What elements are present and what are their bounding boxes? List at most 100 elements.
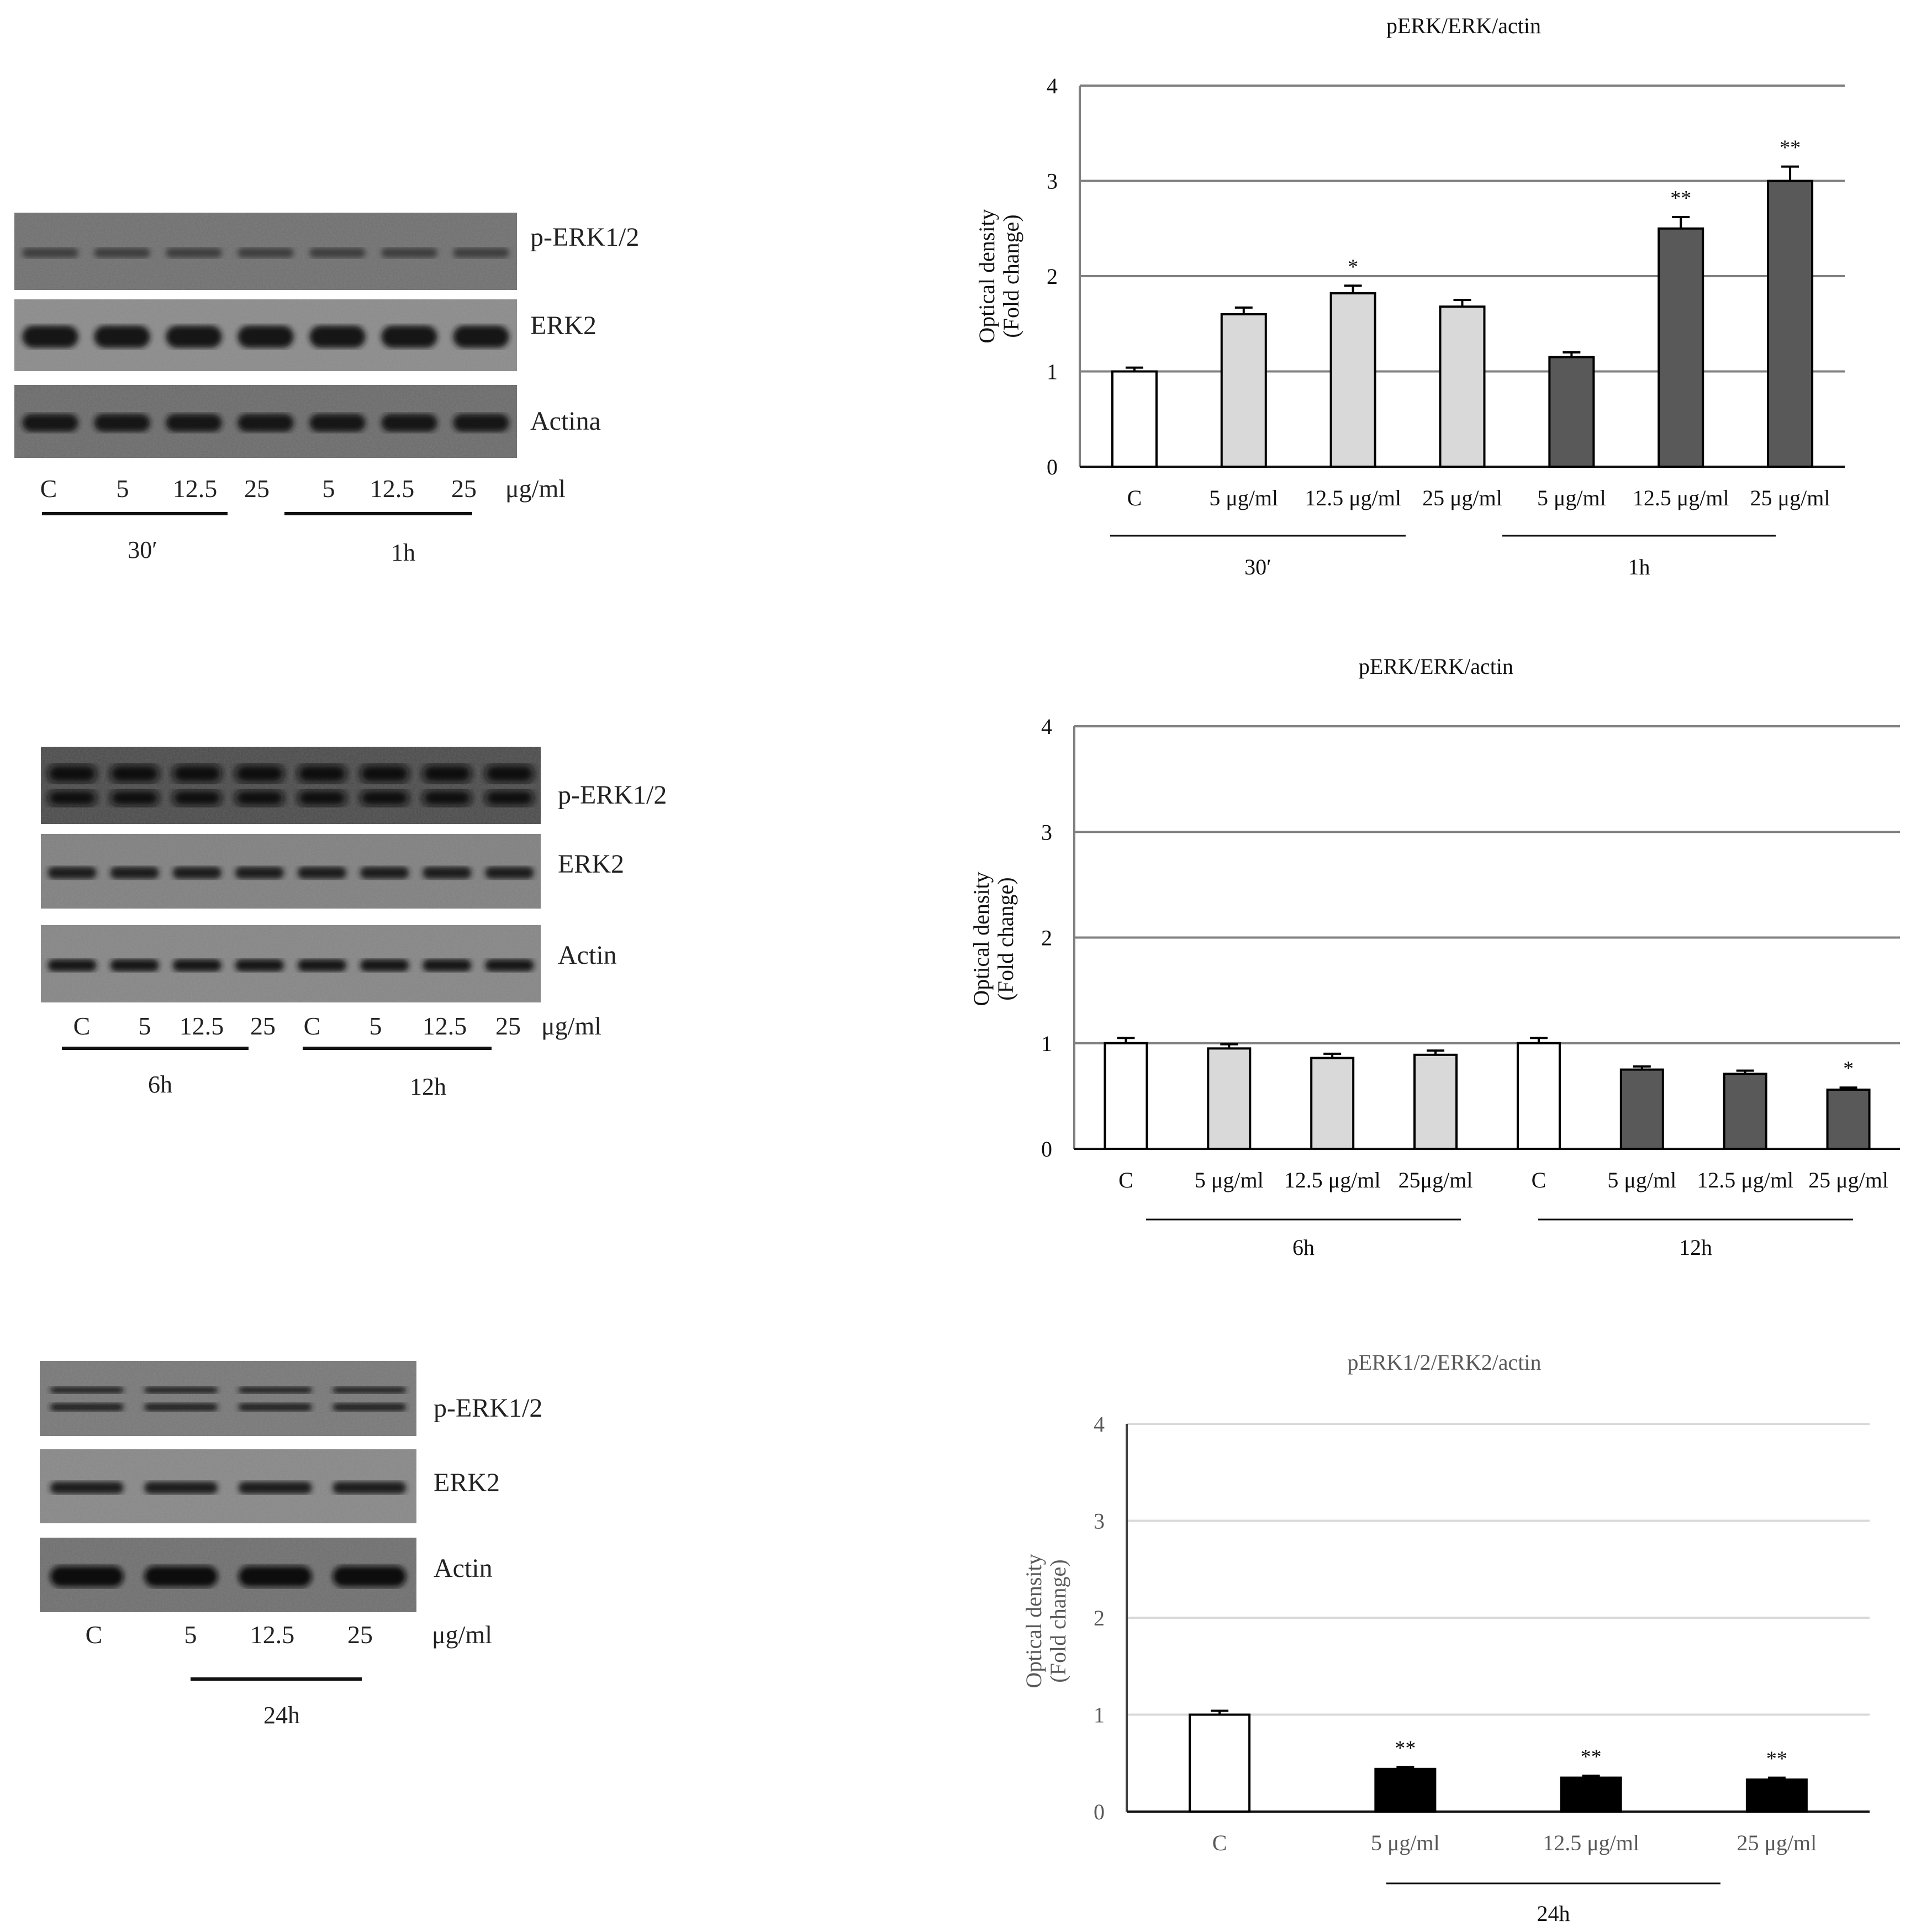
- blot-group-label: 24h: [263, 1702, 300, 1729]
- blot-group-label: 30′: [128, 536, 157, 563]
- blot-lane-label: C: [73, 1012, 91, 1040]
- blot-band: [309, 414, 366, 432]
- significance-marker: **: [1670, 187, 1691, 210]
- y-tick-label: 1: [1047, 360, 1058, 384]
- y-tick-label: 2: [1047, 264, 1058, 289]
- chart-title: pERK/ERK/actin: [1386, 13, 1541, 38]
- blot-band: [485, 959, 534, 972]
- blot-strip-grain: [41, 747, 541, 824]
- significance-marker: *: [1348, 255, 1358, 278]
- blot-band: [453, 325, 509, 348]
- blot-row-label: ERK2: [434, 1468, 500, 1497]
- blot-band: [381, 247, 437, 258]
- blot-group-label: 12h: [410, 1073, 446, 1100]
- blot-unit-label: μg/ml: [505, 474, 566, 503]
- bar: [1548, 356, 1595, 468]
- blot-band: [360, 790, 409, 806]
- blot-panel-2: p-ERK1/2 ERK2 Actin C 5 12.5 25 C 5 12.5 25 μg/ml 6h…: [41, 747, 667, 1100]
- blot-row-label: p-ERK1/2: [530, 223, 639, 252]
- blot-band: [309, 247, 366, 258]
- bar: [1516, 1042, 1561, 1150]
- blot-band: [166, 325, 222, 348]
- y-tick-label: 3: [1094, 1509, 1105, 1534]
- blot-band: [423, 867, 472, 879]
- significance-marker: *: [1843, 1057, 1854, 1080]
- blot-band: [47, 790, 97, 806]
- group-label: 12h: [1679, 1235, 1712, 1260]
- blot-band: [172, 764, 221, 783]
- blot-lane-label: 25: [451, 474, 477, 503]
- x-tick-label: 12.5 μg/ml: [1284, 1168, 1381, 1192]
- y-axis-label-line: (Fold change): [1046, 1559, 1070, 1682]
- x-tick-label: 5 μg/ml: [1195, 1168, 1264, 1192]
- blot-band: [50, 1403, 124, 1411]
- blot-band: [237, 414, 294, 432]
- blot-band: [423, 790, 472, 806]
- x-tick-label: C: [1532, 1168, 1546, 1192]
- y-tick-label: 1: [1041, 1031, 1052, 1056]
- blot-panel-1: p-ERK1/2 ERK2 Actina C 5 12.5 25 5 12.5 25 μg/ml 30…: [14, 213, 639, 566]
- blot-group-label: 1h: [391, 539, 415, 566]
- blot-band: [238, 1386, 312, 1393]
- blot-band: [110, 764, 159, 783]
- blot-band: [360, 867, 409, 879]
- y-tick-label: 3: [1041, 820, 1052, 844]
- blot-band: [47, 867, 97, 879]
- blot-band: [297, 790, 347, 806]
- blot-band: [235, 764, 284, 783]
- bar: [1310, 1057, 1355, 1150]
- x-tick-label: C: [1127, 485, 1142, 510]
- x-tick-label: 25 μg/ml: [1808, 1168, 1888, 1192]
- chart-2: pERK/ERK/actin 0 1 2 3 4 Optical density(Fold …: [969, 654, 1900, 1260]
- blot-band: [423, 959, 472, 972]
- blot-strip-grain: [40, 1361, 416, 1436]
- bar: [1104, 1042, 1148, 1150]
- bar: [1413, 1053, 1458, 1150]
- blot-band: [453, 414, 509, 432]
- blot-band: [235, 790, 284, 806]
- blot-row-label: p-ERK1/2: [558, 780, 667, 810]
- blot-band: [50, 1386, 124, 1393]
- blot-band: [453, 247, 509, 258]
- chart-3: pERK1/2/ERK2/actin 0 1 2 3 4 Optical density(F…: [1021, 1350, 1870, 1926]
- blot-band: [332, 1403, 407, 1411]
- blot-band: [360, 959, 409, 972]
- blot-band: [485, 764, 534, 783]
- y-tick-label: 1: [1094, 1703, 1105, 1728]
- y-axis-label-line: Optical density: [974, 209, 999, 343]
- blot-lane-label: 5: [370, 1012, 382, 1040]
- blot-row-label: p-ERK1/2: [434, 1393, 542, 1423]
- blot-band: [381, 414, 437, 432]
- y-tick-label: 0: [1047, 455, 1058, 479]
- bar: [1220, 313, 1267, 468]
- blot-unit-label: μg/ml: [541, 1012, 601, 1040]
- blot-panel-3: p-ERK1/2 ERK2 Actin C 5 12.5 25 μg/ml 24h: [40, 1361, 542, 1729]
- blot-lane-label: 12.5: [423, 1012, 467, 1040]
- bar: [1745, 1778, 1808, 1813]
- blot-band: [50, 1566, 124, 1587]
- y-axis-label-line: Optical density: [1021, 1554, 1046, 1688]
- blot-band: [485, 867, 534, 879]
- blot-band: [238, 1481, 312, 1494]
- bar: [1723, 1073, 1767, 1150]
- y-tick-label: 0: [1094, 1799, 1105, 1824]
- blot-band: [237, 325, 294, 348]
- y-axis-label: Optical density(Fold change): [974, 209, 1023, 343]
- blot-lane-label: 25: [250, 1012, 276, 1040]
- blot-lane-label: 25: [495, 1012, 521, 1040]
- group-label: 6h: [1292, 1235, 1315, 1260]
- blot-band: [50, 1481, 124, 1494]
- blot-band: [110, 790, 159, 806]
- blot-band: [110, 867, 159, 879]
- chart-title: pERK1/2/ERK2/actin: [1347, 1350, 1541, 1375]
- y-tick-label: 4: [1094, 1412, 1105, 1437]
- blot-lane-label: 5: [184, 1620, 197, 1649]
- group-label: 30′: [1244, 555, 1271, 579]
- western-blots: p-ERK1/2 ERK2 Actina C 5 12.5 25 5 12.5 25 μg/ml 30…: [14, 213, 667, 1729]
- blot-band: [381, 325, 437, 348]
- blot-band: [144, 1403, 218, 1411]
- bar: [1560, 1776, 1622, 1813]
- blot-band: [47, 764, 97, 783]
